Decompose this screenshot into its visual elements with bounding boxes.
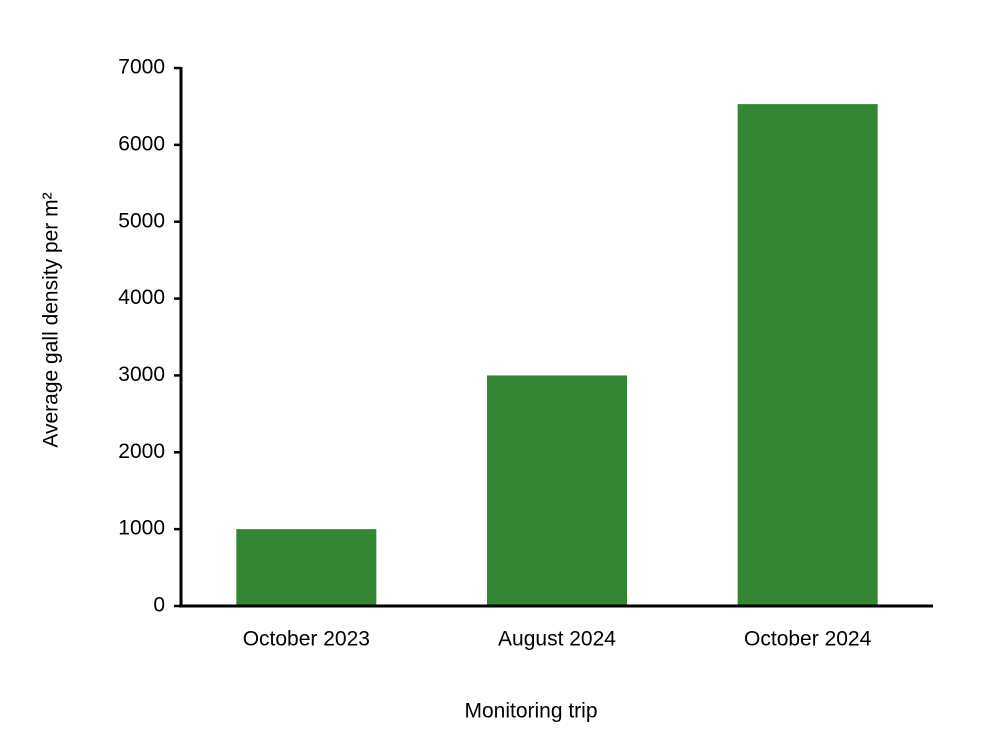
- bar: [737, 104, 878, 606]
- bar: [487, 375, 627, 606]
- y-axis-label: Average gall density per m²: [40, 192, 63, 447]
- y-tick-label: 6000: [118, 132, 165, 155]
- y-tick-label: 4000: [118, 286, 165, 309]
- x-tick-label: October 2024: [744, 628, 872, 651]
- x-axis-label: Monitoring trip: [464, 700, 597, 723]
- y-tick-label: 2000: [118, 440, 165, 463]
- bar: [236, 529, 377, 606]
- y-tick-label: 5000: [118, 209, 165, 232]
- y-tick-label: 3000: [118, 363, 165, 386]
- x-tick-label: October 2023: [243, 628, 370, 651]
- y-tick-label: 1000: [118, 517, 165, 540]
- y-tick-label: 7000: [118, 56, 165, 79]
- x-tick-label: August 2024: [498, 628, 616, 651]
- y-tick-label: 0: [153, 594, 165, 617]
